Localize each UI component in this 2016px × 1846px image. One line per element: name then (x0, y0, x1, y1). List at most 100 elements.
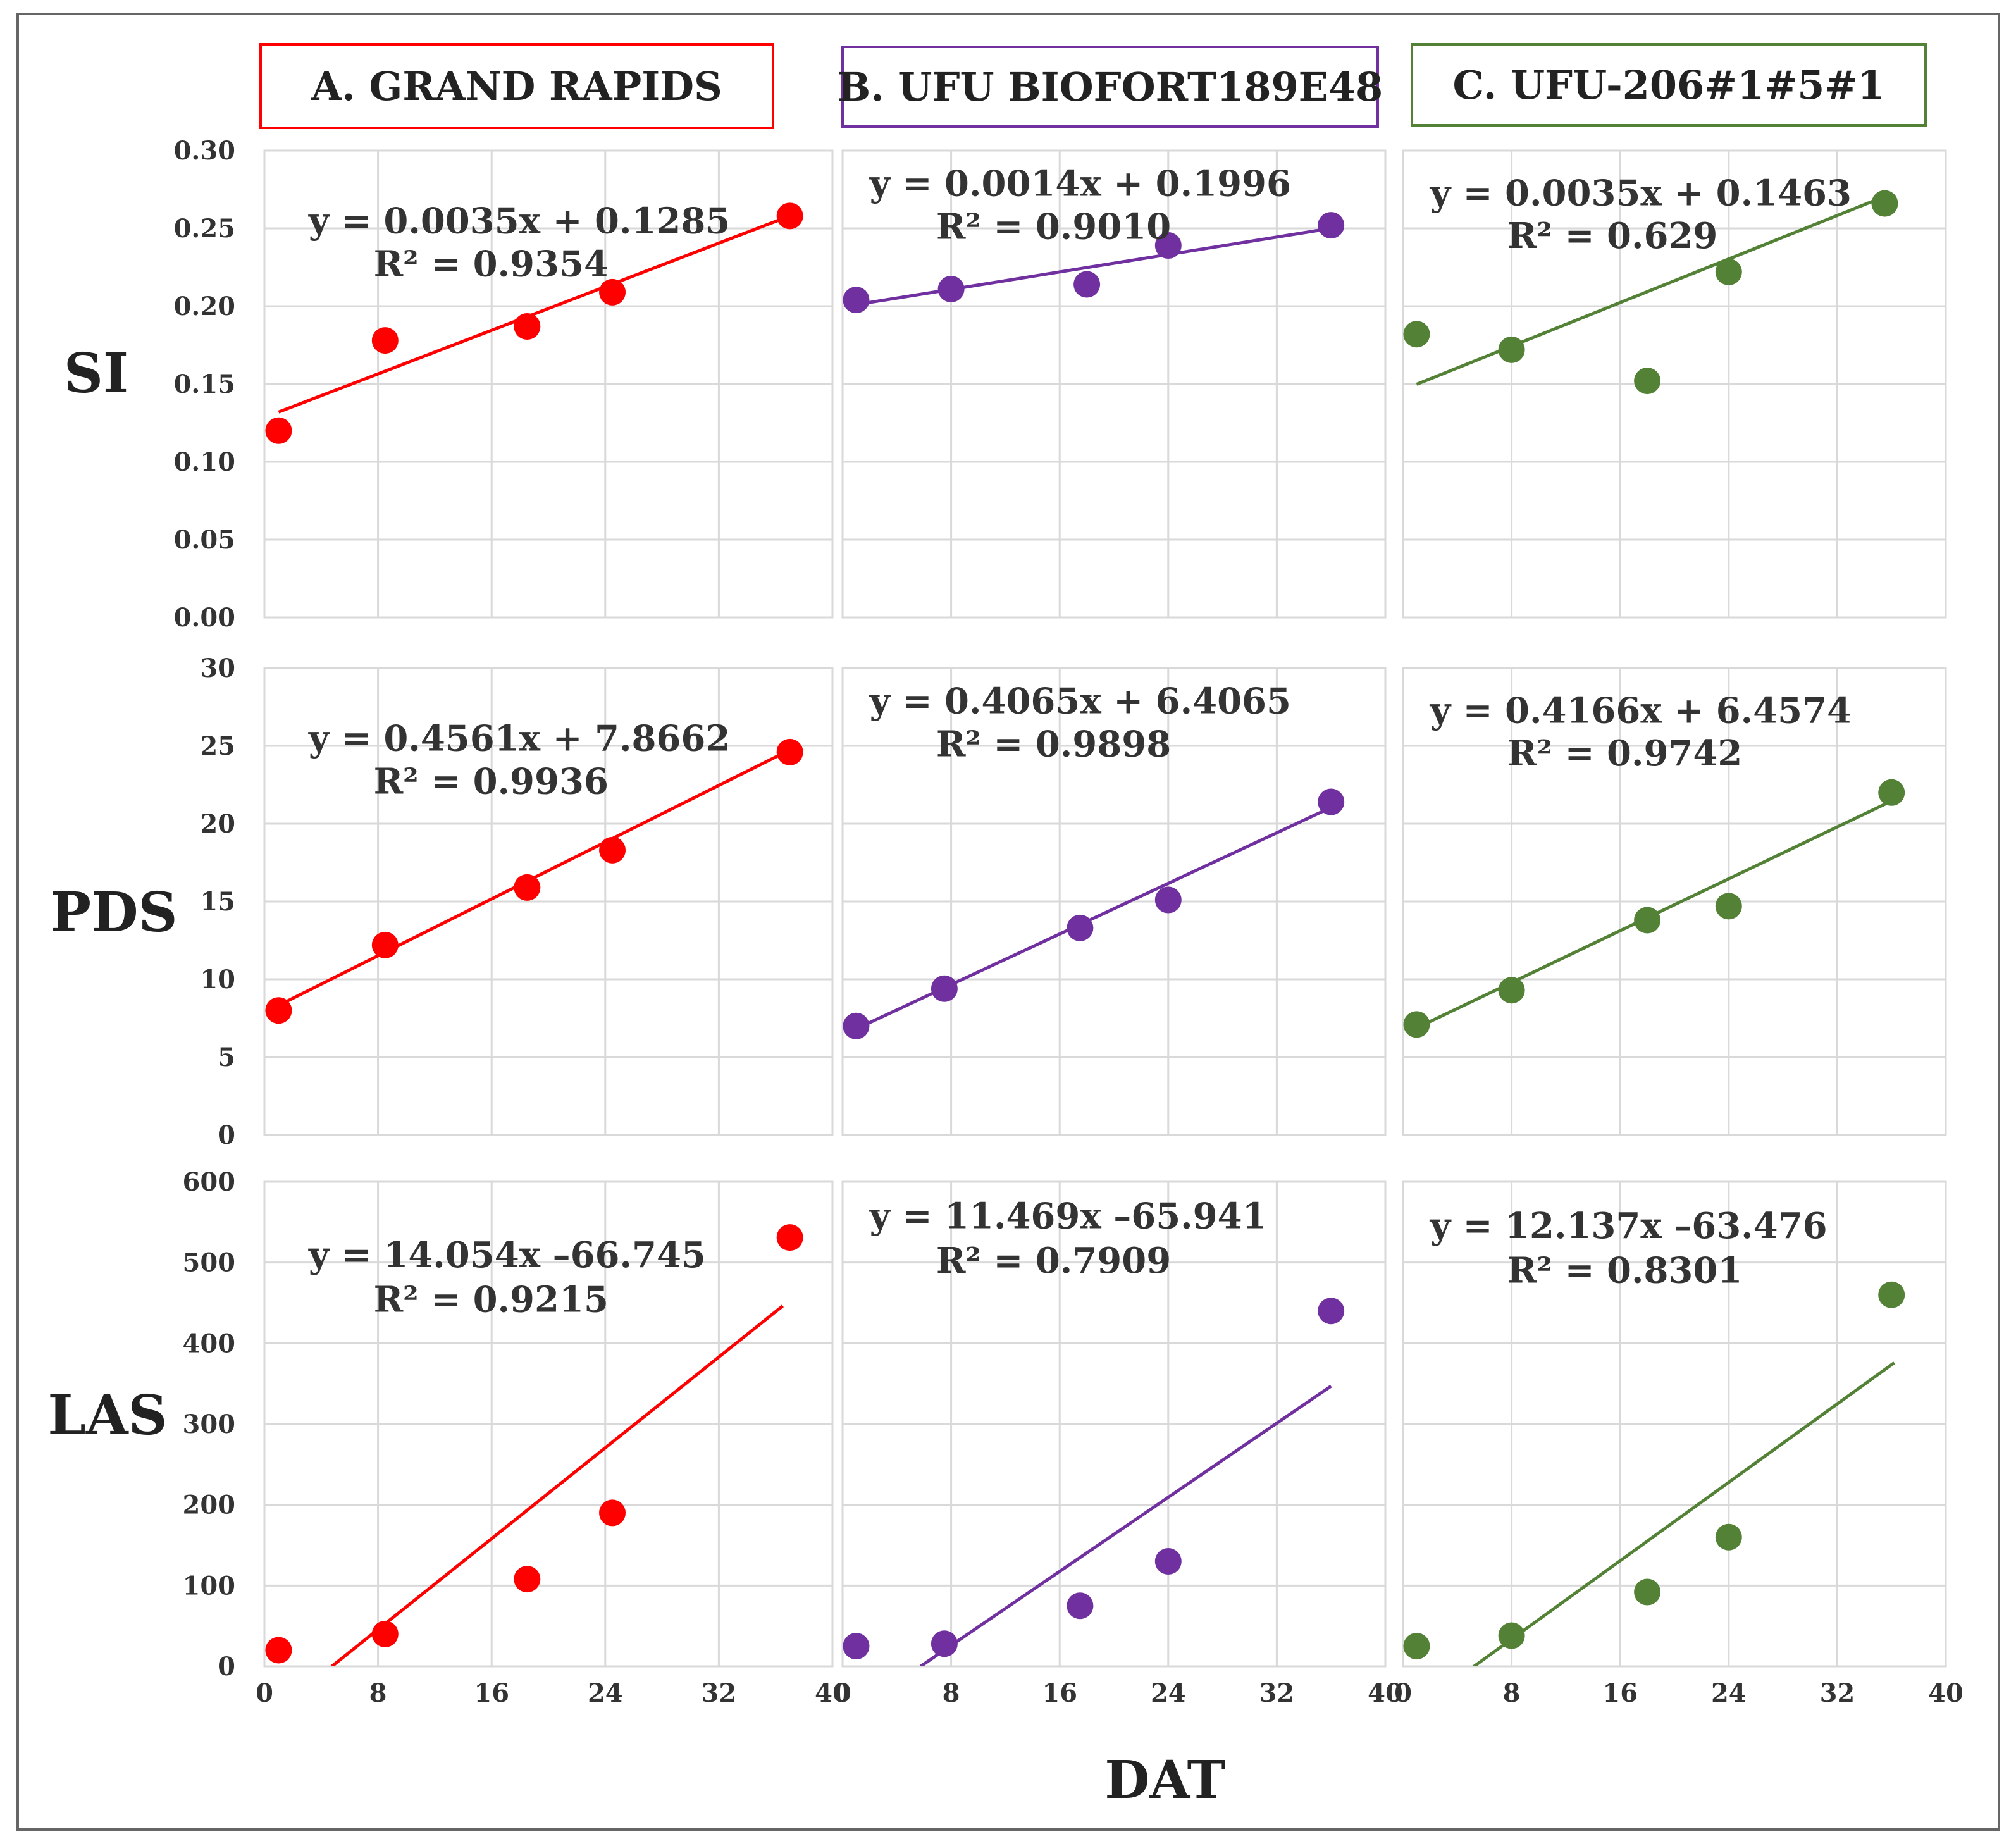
x-tick-label: 24 (1151, 1678, 1186, 1708)
y-tick-label: 15 (200, 887, 235, 917)
axis-labels: SI 0.00 0.05 0.10 0.15 0.20 0.25 0.30 PDS 0 5 10 15 2… (47, 136, 1963, 1708)
trend-r-squared: R² = 0.629 (1507, 215, 1717, 257)
trend-equation: y = 0.0035x + 0.1463 (1430, 172, 1852, 214)
data-point (1498, 336, 1525, 363)
data-point (1067, 914, 1094, 941)
data-point (1871, 190, 1898, 217)
y-tick-label: 0.25 (174, 214, 235, 244)
data-point (1715, 258, 1742, 285)
row-label-pds: PDS (50, 881, 177, 945)
data-point (1154, 232, 1182, 259)
trend-equation: y = 0.4561x + 7.8662 (308, 718, 730, 760)
y-tick-label: 300 (183, 1409, 236, 1439)
x-tick-label: 16 (474, 1678, 509, 1708)
x-tick-label: 24 (1711, 1678, 1747, 1708)
data-point (371, 931, 399, 958)
x-tick-label: 24 (588, 1678, 623, 1708)
trend-equation: y = 0.4065x + 6.4065 (869, 681, 1291, 722)
x-tick-label: 40 (1928, 1678, 1963, 1708)
trendline (1416, 192, 1893, 386)
trend-r-squared: R² = 0.9010 (936, 206, 1171, 247)
x-tick-label: 32 (702, 1678, 737, 1708)
y-tick-label: 0.00 (174, 603, 235, 633)
data-point (265, 997, 292, 1024)
trend-equation: y = 14.054x –66.745 (308, 1234, 706, 1276)
trend-equation: y = 0.4166x + 6.4574 (1430, 690, 1852, 731)
data-point (1634, 1578, 1661, 1606)
header-label-c: C. UFU-206#1#5#1 (1453, 62, 1885, 108)
data-point (1403, 1011, 1430, 1038)
y-tick-label: 0.30 (174, 136, 235, 166)
trend-equation: y = 0.0035x + 0.1285 (308, 201, 730, 242)
trend-equation: y = 11.469x –65.941 (869, 1196, 1267, 1237)
x-tick-label: 32 (1259, 1678, 1295, 1708)
data-point (1715, 893, 1742, 920)
data-point (843, 1633, 870, 1660)
data-point (937, 275, 965, 302)
x-tick-label: 16 (1602, 1678, 1638, 1708)
trendline (278, 214, 791, 414)
data-point (843, 1012, 870, 1039)
data-point (514, 313, 541, 340)
data-point (265, 1637, 292, 1664)
data-point (599, 836, 626, 864)
y-tick-label: 0.10 (174, 447, 235, 477)
data-point (1318, 1298, 1345, 1325)
y-tick-label: 0 (218, 1120, 235, 1150)
y-tick-label: 200 (183, 1490, 236, 1520)
data-point (1403, 321, 1430, 348)
header-box-c (1411, 43, 1927, 127)
header-box-a (259, 43, 774, 129)
trend-equation: y = 0.0014x + 0.1996 (869, 163, 1291, 205)
data-point (843, 287, 870, 314)
figure-frame (16, 13, 2000, 1831)
data-point (1403, 1633, 1430, 1660)
y-tick-label: 500 (183, 1248, 236, 1278)
y-tick-label: 25 (200, 731, 235, 761)
data-point (1073, 271, 1101, 298)
trend-r-squared: R² = 0.7909 (936, 1240, 1171, 1282)
x-tick-label: 32 (1820, 1678, 1855, 1708)
y-tick-label: 5 (218, 1043, 235, 1072)
trendline (331, 1304, 784, 1666)
y-tick-label: 100 (183, 1571, 236, 1601)
data-point (1318, 212, 1345, 239)
header-label-a: A. GRAND RAPIDS (311, 63, 722, 109)
data-point (1154, 886, 1182, 914)
y-tick-label: 0.20 (174, 292, 235, 321)
y-tick-label: 0.05 (174, 525, 235, 555)
x-tick-label: 40 (815, 1678, 850, 1708)
row-label-si: SI (64, 342, 128, 406)
data-point (1498, 1622, 1525, 1649)
x-tick-label: 16 (1042, 1678, 1077, 1708)
trend-r-squared: R² = 0.8301 (1507, 1250, 1742, 1292)
x-tick-label: 8 (369, 1678, 387, 1708)
y-tick-label: 400 (183, 1329, 236, 1358)
y-tick-label: 600 (183, 1167, 236, 1197)
data-point (599, 1499, 626, 1527)
x-tick-label: 0 (256, 1678, 273, 1708)
trend-r-squared: R² = 0.9936 (374, 761, 609, 803)
data-point (1498, 977, 1525, 1004)
data-point (931, 975, 958, 1002)
x-tick-label: 8 (943, 1678, 960, 1708)
column-headers: A. GRAND RAPIDS B. UFU BIOFORT189E48 C. UF… (259, 43, 1927, 129)
trend-equation: y = 12.137x –63.476 (1430, 1205, 1827, 1247)
x-tick-label: 0 (1394, 1678, 1412, 1708)
data-point (776, 202, 803, 230)
header-label-b: B. UFU BIOFORT189E48 (838, 64, 1383, 110)
data-point (1878, 779, 1905, 806)
trend-r-squared: R² = 0.9215 (374, 1279, 609, 1321)
x-tick-label: 40 (1368, 1678, 1403, 1708)
trendline (856, 226, 1332, 307)
data-point (1067, 1592, 1094, 1620)
data-point (265, 417, 292, 444)
